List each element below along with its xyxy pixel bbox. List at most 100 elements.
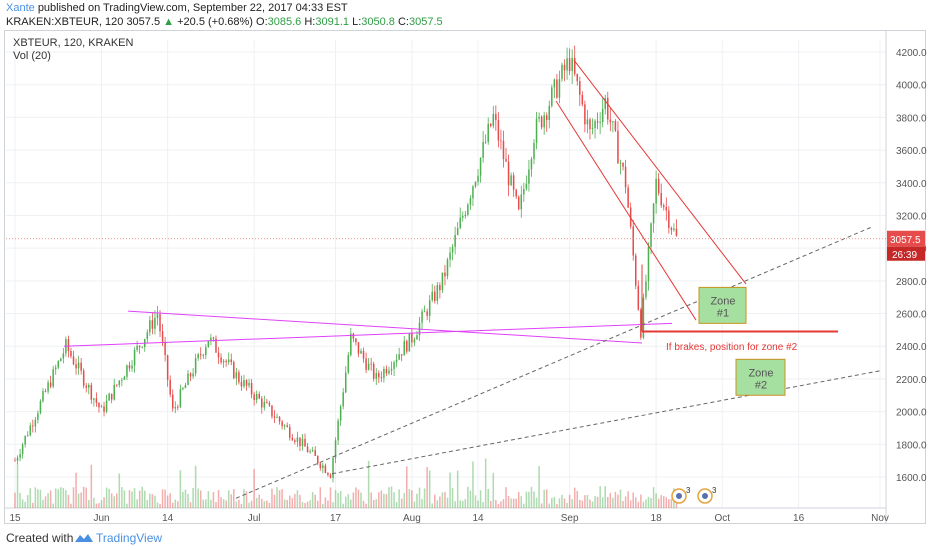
candle-body: [535, 118, 538, 143]
candle-body: [632, 226, 634, 256]
candle-body: [80, 362, 82, 371]
candle-body: [255, 394, 258, 400]
candle-body: [19, 454, 21, 458]
candle-body: [121, 379, 123, 381]
symbol-name: KRAKEN:XBTEUR, 120: [6, 16, 124, 28]
price-tick-label: 3200.0: [896, 211, 927, 222]
candle-body: [380, 377, 383, 379]
candle-body: [215, 338, 217, 353]
candle-body: [439, 285, 441, 291]
volume-bar: [484, 458, 487, 508]
candle-body: [60, 358, 62, 362]
candle-body: [299, 437, 301, 447]
volume-bar: [215, 502, 217, 508]
volume-bar: [47, 493, 49, 508]
candle-body: [609, 119, 612, 123]
volume-bar: [436, 500, 439, 508]
time-tick-label: 18: [651, 513, 663, 524]
candle-body: [314, 450, 316, 456]
volume-bar: [459, 500, 461, 508]
volume-bar: [187, 493, 189, 508]
candle-body: [164, 341, 166, 356]
volume-bar: [411, 490, 413, 508]
zone2-label: #2: [755, 379, 767, 391]
candle-body: [551, 87, 553, 106]
candle-body: [344, 372, 347, 393]
candle-body: [484, 141, 487, 143]
volume-bar: [329, 487, 332, 508]
volume-bar: [311, 492, 314, 508]
volume-bar: [133, 488, 136, 508]
volume-bar: [184, 489, 187, 508]
volume-bar: [250, 500, 253, 508]
volume-bar: [205, 499, 207, 508]
candle-body: [324, 465, 327, 473]
volume-bar: [609, 492, 612, 508]
volume-bar: [67, 494, 70, 508]
volume-bar: [657, 498, 660, 508]
volume-bar: [98, 503, 100, 508]
candle-body: [416, 335, 418, 340]
volume-bar: [520, 496, 523, 508]
volume-bar: [650, 498, 652, 508]
price-chart[interactable]: 1600.0 1800.0 2000.0 2200.0 2400.0 2600.0 2800…: [0, 0, 932, 526]
author-link[interactable]: Xante: [6, 2, 35, 14]
candle-body: [355, 338, 357, 343]
volume-bar: [632, 492, 634, 508]
candle-body: [62, 353, 65, 359]
candle-body: [584, 104, 586, 125]
candle-body: [311, 450, 314, 452]
candle-body: [365, 358, 367, 370]
volume-bar: [495, 499, 497, 508]
volume-bar: [612, 497, 614, 508]
volume-bar: [474, 495, 477, 508]
candle-body: [528, 169, 530, 184]
candle-body: [464, 214, 467, 217]
candle-body: [82, 370, 85, 386]
candle-body: [37, 413, 39, 420]
volume-bar: [477, 500, 479, 508]
volume-bar: [235, 501, 238, 508]
candle-body: [510, 175, 512, 186]
volume-bar: [121, 487, 123, 508]
candle-body: [617, 130, 619, 164]
volume-bar: [103, 497, 105, 508]
volume-bar: [380, 490, 383, 508]
time-tick-label: 15: [9, 513, 21, 524]
volume-bar: [413, 501, 416, 508]
volume-bar: [263, 501, 266, 508]
volume-bar: [39, 489, 42, 508]
volume-bar: [82, 486, 85, 508]
tradingview-logo-icon[interactable]: [74, 532, 94, 544]
volume-bar: [367, 460, 370, 508]
volume-bar: [545, 489, 548, 508]
volume-bar: [337, 492, 339, 508]
volume-bar: [431, 503, 433, 508]
volume-bar: [126, 503, 128, 508]
candle-body: [637, 285, 640, 310]
volume-bar: [561, 494, 563, 508]
candle-body: [375, 373, 378, 379]
candle-body: [243, 380, 245, 387]
candle-body: [571, 57, 573, 72]
candle-body: [245, 380, 248, 386]
volume-bar: [245, 491, 248, 508]
candle-body: [675, 228, 678, 236]
time-tick-label: Nov: [871, 513, 889, 524]
candle-body: [561, 64, 563, 80]
candle-body: [169, 379, 171, 395]
volume-bar: [538, 466, 540, 508]
candle-body: [156, 314, 159, 319]
tradingview-brand[interactable]: TradingView: [96, 531, 163, 545]
candle-body: [393, 362, 395, 369]
candle-body: [217, 352, 220, 358]
volume-bar: [161, 489, 164, 508]
chart-panel[interactable]: [4, 30, 926, 524]
volume-bar: [426, 467, 428, 508]
volume-bar: [500, 501, 502, 508]
volume-bar: [584, 495, 586, 508]
volume-bar: [26, 495, 29, 508]
volume-bar: [77, 493, 80, 508]
volume-bar: [283, 499, 286, 508]
volume-bar: [449, 472, 451, 508]
